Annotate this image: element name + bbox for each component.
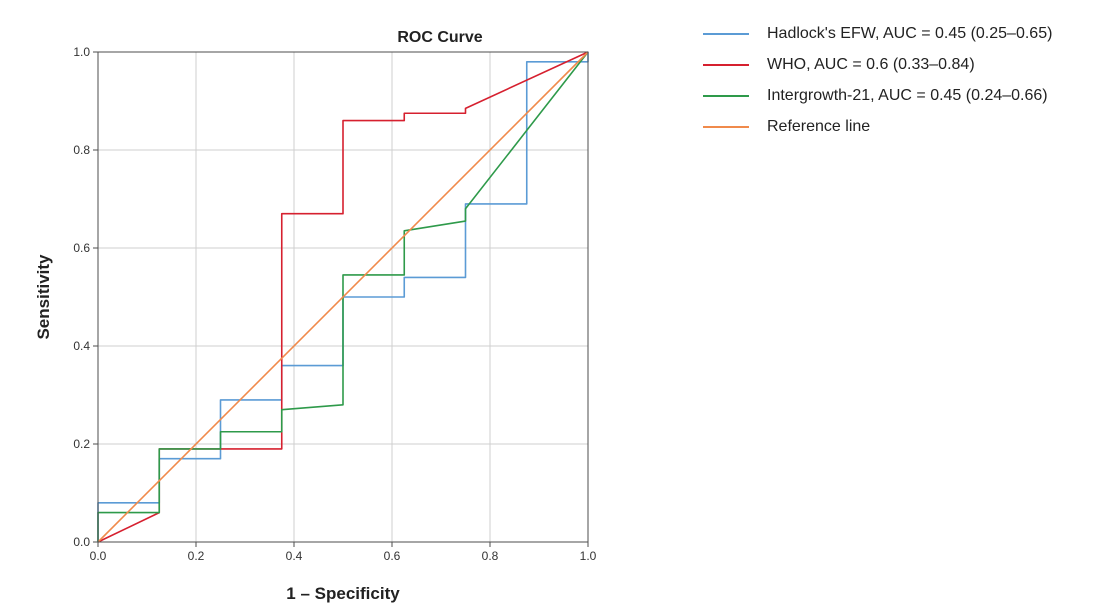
x-tick-label: 0.2 — [188, 549, 205, 563]
y-tick-label: 0.8 — [73, 143, 90, 157]
legend-swatch — [703, 125, 749, 128]
legend-swatch — [703, 63, 749, 66]
legend-swatch — [703, 32, 749, 35]
legend-item-intergrowth-21: Intergrowth-21, AUC = 0.45 (0.24–0.66) — [703, 80, 1052, 111]
x-tick-label: 0.6 — [384, 549, 401, 563]
series-lines — [97, 51, 589, 543]
y-tick-label: 0.0 — [73, 535, 90, 549]
y-tick-label: 0.6 — [73, 241, 90, 255]
x-tick-label: 1.0 — [580, 549, 597, 563]
y-tick-label: 1.0 — [73, 45, 90, 59]
legend-swatch — [703, 94, 749, 97]
series-line-intergrowth-21 — [97, 51, 589, 542]
legend-label: Hadlock's EFW, AUC = 0.45 (0.25–0.65) — [767, 24, 1053, 42]
axes: 0.0 0.2 0.4 0.6 0.8 1.0 0.0 0.2 0.4 0.6 0.8 1.0 — [73, 45, 596, 563]
x-tick-label: 0.8 — [482, 549, 499, 563]
chart-title: ROC Curve — [397, 29, 482, 46]
plot-frame — [97, 51, 589, 543]
series-line-reference-line — [97, 51, 589, 543]
legend-label: WHO, AUC = 0.6 (0.33–0.84) — [767, 55, 975, 73]
roc-chart: 0.0 0.2 0.4 0.6 0.8 1.0 0.0 0.2 0.4 0.6 0.8 1.0 ROC… — [34, 29, 597, 603]
y-axis-label: Sensitivity — [34, 254, 53, 340]
legend-label: Reference line — [767, 117, 871, 135]
legend: Hadlock's EFW, AUC = 0.45 (0.25–0.65) WHO… — [703, 18, 1052, 142]
x-axis-label: 1 – Specificity — [286, 584, 400, 603]
legend-item-who: WHO, AUC = 0.6 (0.33–0.84) — [703, 49, 1052, 80]
legend-item-hadlock-s-efw: Hadlock's EFW, AUC = 0.45 (0.25–0.65) — [703, 18, 1052, 49]
y-tick-label: 0.4 — [73, 339, 90, 353]
y-tick-label: 0.2 — [73, 437, 90, 451]
legend-item-reference-line: Reference line — [703, 111, 1052, 142]
x-tick-label: 0.0 — [90, 549, 107, 563]
legend-label: Intergrowth-21, AUC = 0.45 (0.24–0.66) — [767, 86, 1048, 104]
x-tick-label: 0.4 — [286, 549, 303, 563]
